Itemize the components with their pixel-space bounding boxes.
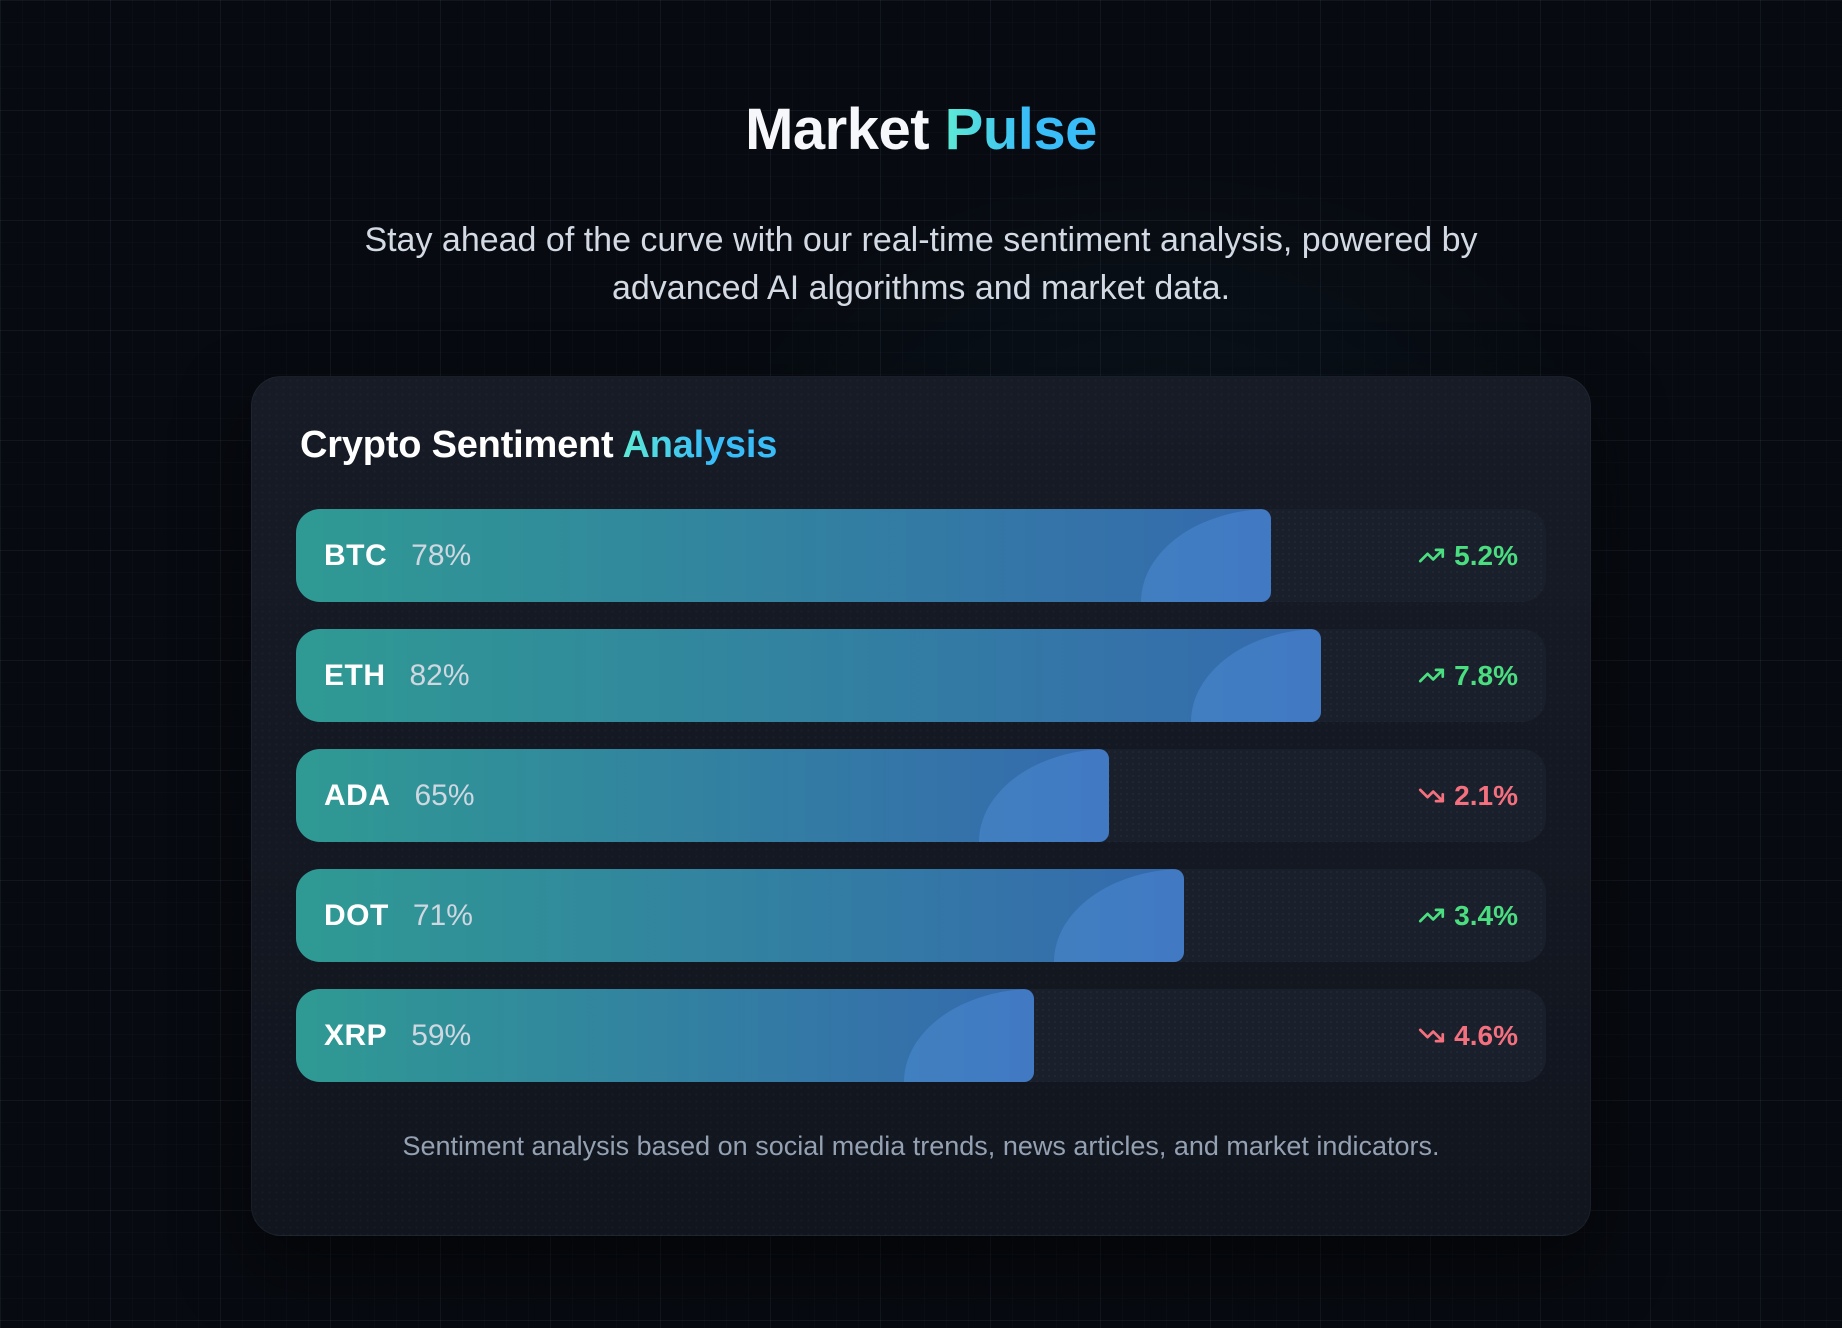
trend-value: 2.1% — [1454, 779, 1518, 811]
sentiment-bar-fill: DOT 71% — [296, 869, 1184, 962]
sentiment-card: Crypto Sentiment Analysis BTC 78% 5.2% E… — [251, 376, 1591, 1236]
trending-down-icon — [1419, 788, 1445, 803]
trend-value: 7.8% — [1454, 659, 1518, 691]
sentiment-bar-fill: ETH 82% — [296, 629, 1321, 722]
coin-symbol: ETH — [324, 658, 386, 692]
trending-up-icon — [1419, 548, 1445, 563]
sentiment-bar-fill: XRP 59% — [296, 989, 1034, 1082]
trend-indicator: 5.2% — [1418, 540, 1518, 572]
page-subtitle: Stay ahead of the curve with our real-ti… — [346, 216, 1496, 312]
sentiment-bar-fill: BTC 78% — [296, 509, 1271, 602]
coin-symbol: DOT — [324, 898, 389, 932]
trend-value: 3.4% — [1454, 899, 1518, 931]
page-title: Market Pulse — [0, 0, 1842, 162]
card-heading-prefix: Crypto Sentiment — [300, 424, 623, 466]
trending-down-icon — [1419, 1028, 1445, 1043]
trend-value: 4.6% — [1454, 1019, 1518, 1051]
trend-value: 5.2% — [1454, 539, 1518, 571]
sentiment-value: 65% — [414, 778, 475, 812]
sentiment-bar-xrp: XRP 59% 4.6% — [296, 989, 1546, 1082]
trend-indicator: 7.8% — [1418, 660, 1518, 692]
sentiment-value: 82% — [409, 658, 470, 692]
coin-symbol: XRP — [324, 1018, 388, 1052]
page-title-prefix: Market — [745, 97, 945, 162]
subtitle-line-2: advanced AI algorithms and market data. — [611, 269, 1231, 307]
sentiment-bar-ada: ADA 65% 2.1% — [296, 749, 1546, 842]
trend-indicator: 2.1% — [1418, 780, 1518, 812]
card-heading-accent: Analysis — [622, 424, 778, 466]
page-title-accent: Pulse — [944, 97, 1098, 162]
card-heading: Crypto Sentiment Analysis — [300, 423, 1546, 467]
trending-up-icon — [1419, 668, 1445, 683]
sentiment-value: 59% — [411, 1018, 472, 1052]
trend-indicator: 4.6% — [1418, 1020, 1518, 1052]
trend-indicator: 3.4% — [1418, 900, 1518, 932]
card-footer-note: Sentiment analysis based on social media… — [402, 1131, 1440, 1161]
sentiment-bar-fill: ADA 65% — [296, 749, 1109, 842]
sentiment-value: 78% — [411, 538, 472, 572]
subtitle-line-1: Stay ahead of the curve with our real-ti… — [364, 221, 1478, 259]
sentiment-bar-btc: BTC 78% 5.2% — [296, 509, 1546, 602]
sentiment-bar-eth: ETH 82% 7.8% — [296, 629, 1546, 722]
coin-symbol: ADA — [324, 778, 391, 812]
sentiment-value: 71% — [412, 898, 473, 932]
sentiment-bar-dot: DOT 71% 3.4% — [296, 869, 1546, 962]
trending-up-icon — [1419, 908, 1445, 923]
coin-symbol: BTC — [324, 538, 388, 572]
